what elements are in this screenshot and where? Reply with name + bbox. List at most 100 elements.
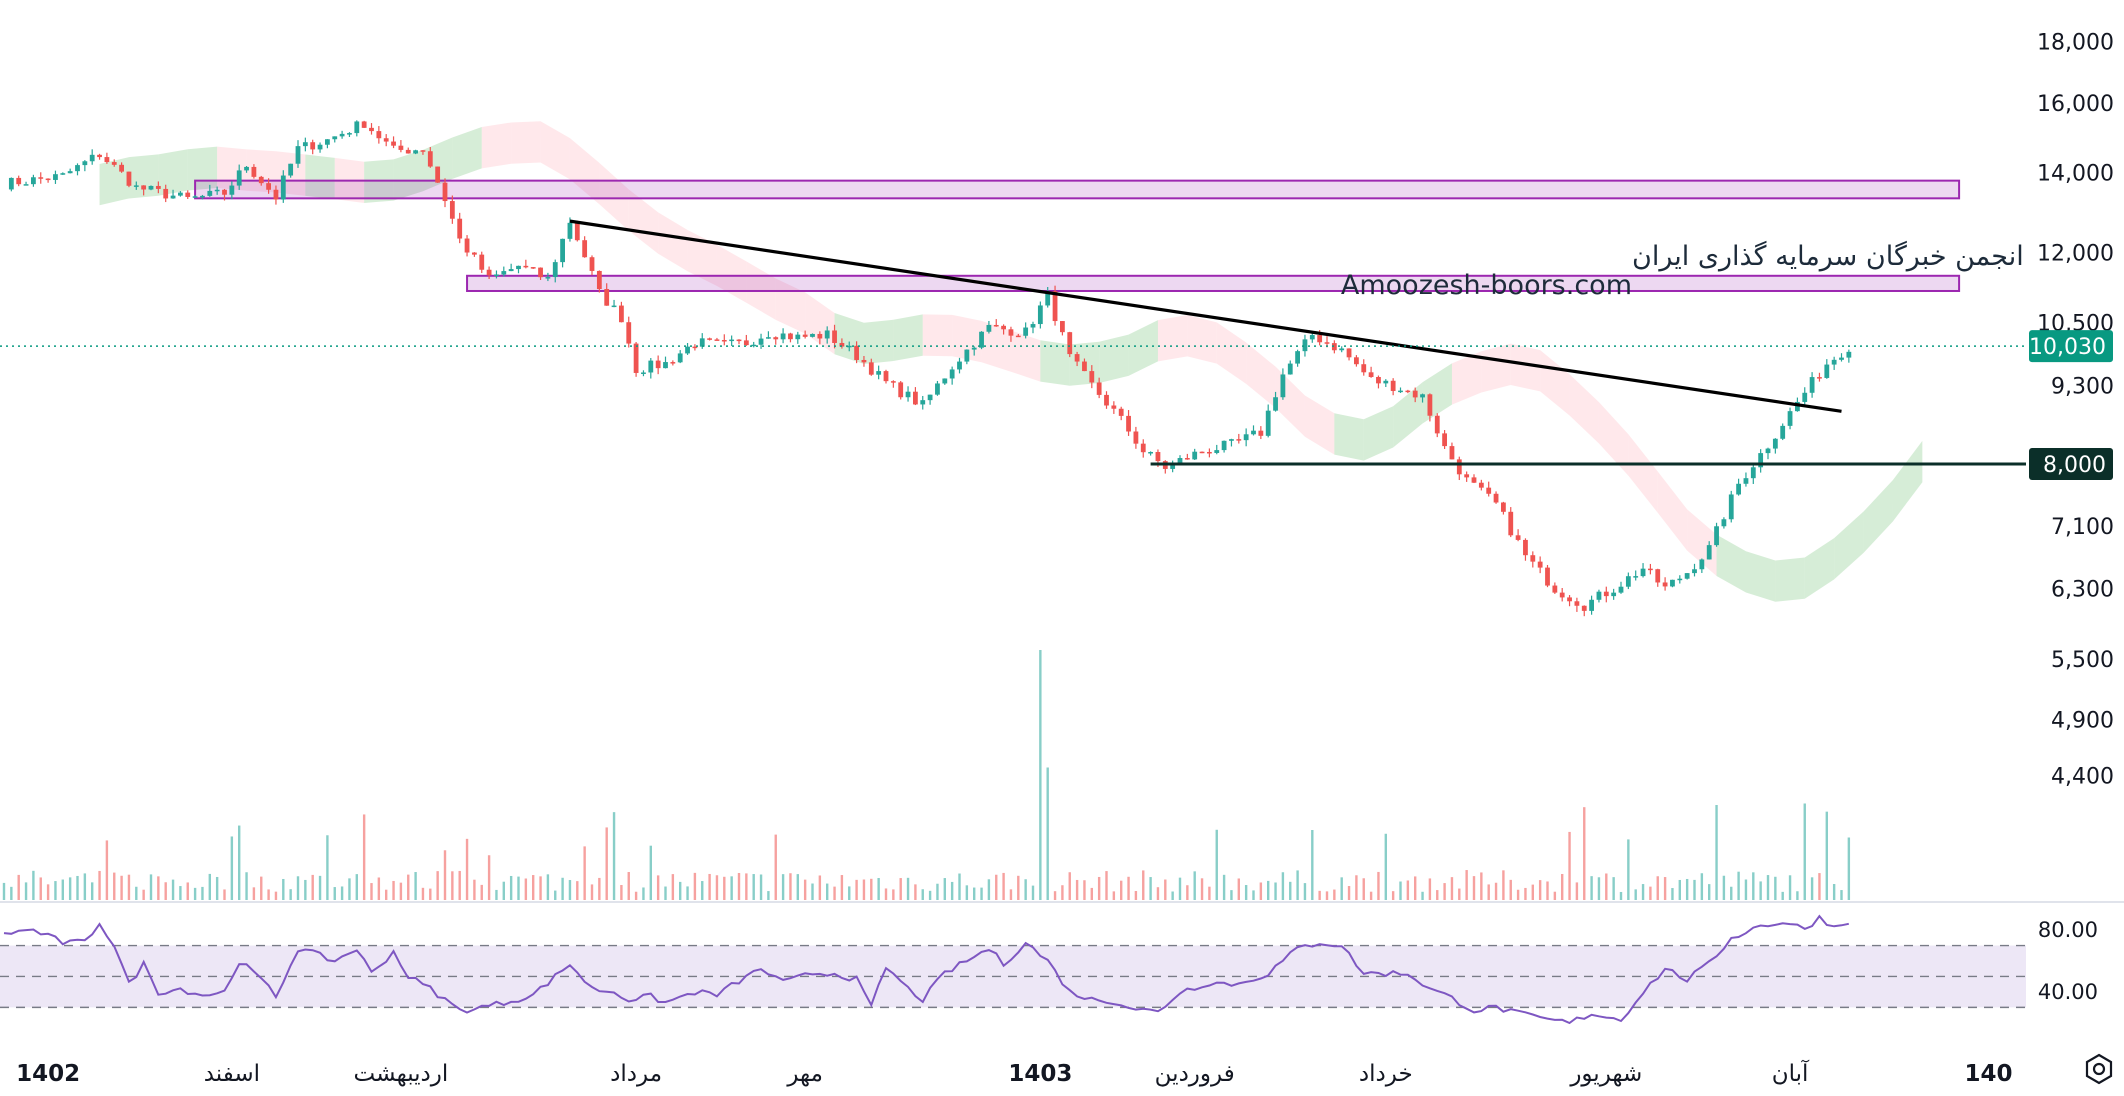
volume-bar xyxy=(458,870,461,900)
candle-body xyxy=(729,339,735,342)
candle-body xyxy=(1464,474,1470,478)
candle-body xyxy=(1640,568,1646,577)
volume-bar xyxy=(1450,877,1454,900)
candle-body xyxy=(1478,482,1484,488)
candle-body xyxy=(663,362,668,369)
volume-bar xyxy=(1017,875,1020,900)
candle-body xyxy=(295,146,301,164)
volume-bar xyxy=(1744,879,1748,900)
volume-bar xyxy=(1516,889,1520,900)
volume-bar xyxy=(811,883,814,900)
watermark-line2: Amoozesh-boors.com xyxy=(1341,270,1632,301)
candle-body xyxy=(155,185,161,189)
volume-bar xyxy=(1619,891,1623,900)
candle-body xyxy=(427,151,433,167)
cloud-segment xyxy=(305,154,335,200)
candle-body xyxy=(699,338,705,347)
volume-bar xyxy=(1605,873,1608,900)
candle-body xyxy=(824,330,830,339)
volume-bar xyxy=(83,873,87,900)
candle-body xyxy=(1331,343,1337,351)
volume-bar xyxy=(311,874,314,900)
volume-bar xyxy=(2,882,6,900)
price-tick-label: 4,400 xyxy=(2051,764,2114,789)
candle-body xyxy=(574,222,580,241)
candle-body xyxy=(1317,335,1323,343)
candle-body xyxy=(1037,305,1043,325)
volume-bar xyxy=(612,812,616,900)
volume-bar xyxy=(1487,884,1490,900)
price-tick-label: 12,000 xyxy=(2037,242,2114,267)
volume-bar xyxy=(1244,885,1248,900)
time-tick-label: مهر xyxy=(786,1061,823,1087)
candle-body xyxy=(1545,567,1550,586)
volume-bar xyxy=(1597,877,1601,900)
candle-body xyxy=(339,133,345,137)
volume-bar xyxy=(561,877,564,900)
cloud-segment xyxy=(1892,440,1923,522)
candle-body xyxy=(1699,559,1705,570)
candle-body xyxy=(1074,354,1080,362)
cloud-segment xyxy=(481,122,512,169)
price-tick-label: 16,000 xyxy=(2037,92,2114,117)
time-tick-label: 1403 xyxy=(1008,1061,1072,1087)
volume-bar xyxy=(1752,872,1755,900)
cloud-segment xyxy=(1040,340,1070,386)
candle-body xyxy=(53,174,58,180)
candle-body xyxy=(420,150,426,152)
candle-body xyxy=(1383,380,1389,384)
candle-body xyxy=(1787,411,1793,426)
volume-bar xyxy=(517,876,520,900)
volume-bar xyxy=(1391,891,1395,900)
price-tick-label: 14,000 xyxy=(2037,161,2114,186)
volume-bar xyxy=(1384,833,1387,900)
volume-bar xyxy=(679,881,682,900)
cloud-segment xyxy=(1510,343,1541,392)
volume-bar xyxy=(480,884,483,900)
candle-body xyxy=(16,177,22,185)
candle-body xyxy=(1405,390,1411,393)
candle-body xyxy=(1023,327,1029,336)
price-axis[interactable]: 18,00016,00014,00012,00010,5009,3007,100… xyxy=(2029,30,2114,789)
candle-body xyxy=(354,121,360,134)
price-tick-label: 6,300 xyxy=(2051,577,2114,602)
volume-bar xyxy=(664,886,667,900)
volume-bar xyxy=(1428,878,1432,900)
candle-body xyxy=(236,170,242,186)
candle-body xyxy=(545,277,551,279)
candle-body xyxy=(714,339,720,341)
volume-bar xyxy=(164,882,167,900)
candle-body xyxy=(1618,586,1624,593)
candle-body xyxy=(310,142,316,150)
volume-bar xyxy=(120,875,123,900)
time-tick-label: مرداد xyxy=(610,1061,662,1087)
candle-body xyxy=(1148,452,1153,454)
candle-body xyxy=(405,149,411,154)
volume-bar xyxy=(892,889,895,900)
cloud-segment xyxy=(1628,434,1658,513)
settings-icon[interactable] xyxy=(2082,1052,2116,1086)
candle-body xyxy=(1177,458,1183,463)
volume-bar xyxy=(1766,875,1770,900)
last-price-tag xyxy=(2029,330,2113,363)
volume-bar xyxy=(524,878,528,900)
cloud-segment xyxy=(834,312,864,365)
volume-bar xyxy=(1649,886,1652,900)
candle-body xyxy=(839,342,845,347)
candle-body xyxy=(1082,361,1087,372)
candle-body xyxy=(1368,372,1374,377)
cloud-segment xyxy=(158,149,188,196)
volume-bar xyxy=(965,885,969,900)
candle-body xyxy=(795,334,801,340)
time-axis[interactable]: 1402 اسفند اردیبهشت مرداد مهر 1403 فروردین خردا… xyxy=(16,1059,2012,1087)
candle-body xyxy=(1236,439,1242,441)
candle-body xyxy=(133,185,139,187)
volume-bar xyxy=(157,876,160,900)
support-price-tag-label: 8,000 xyxy=(2043,453,2106,478)
cloud-segment xyxy=(511,121,541,164)
cloud-segment xyxy=(393,149,423,201)
candle-body xyxy=(1302,339,1308,352)
cloud-segment xyxy=(1010,330,1041,382)
candle-body xyxy=(552,262,558,278)
